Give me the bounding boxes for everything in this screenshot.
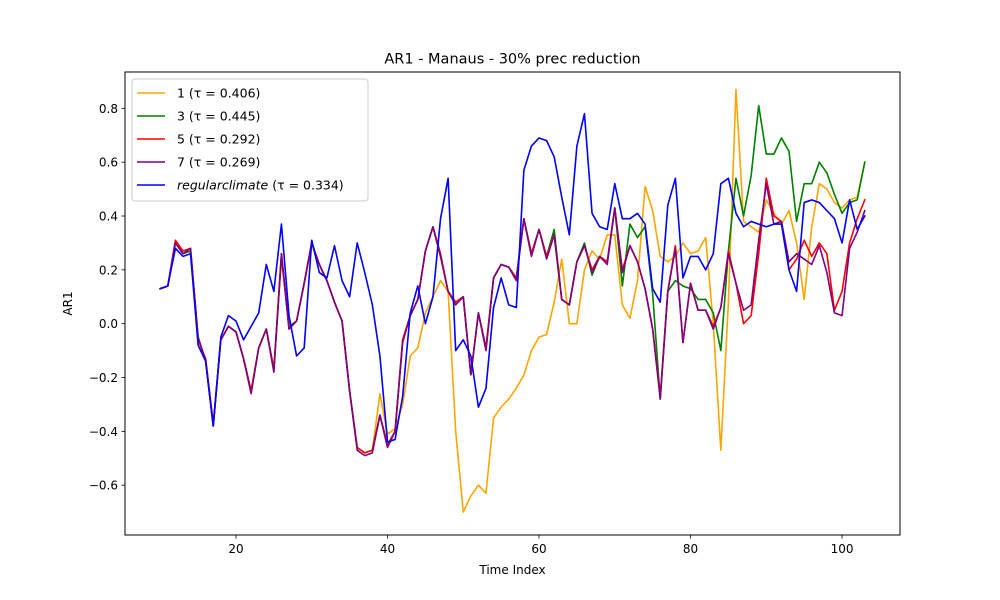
legend-series-name: 5 (177, 132, 185, 147)
x-tick-label: 80 (683, 542, 698, 556)
legend-tau-value: (τ = 0.292) (185, 132, 260, 147)
y-tick-label: 0.2 (99, 263, 118, 277)
legend-tau-value: (τ = 0.334) (268, 178, 343, 193)
legend-entries: 1 (τ = 0.406)3 (τ = 0.445)5 (τ = 0.292)7… (137, 86, 344, 193)
legend-tau-value: (τ = 0.406) (185, 86, 260, 101)
x-tick-label: 40 (380, 542, 395, 556)
x-axis: 20 40 60 80 100 (228, 535, 853, 556)
legend-label-regularclimate: regularclimate (τ = 0.334) (177, 178, 344, 193)
y-tick-label: 0.8 (99, 102, 118, 116)
plot-frame (124, 71, 901, 536)
series-layer (159, 88, 866, 513)
legend-series-name: regularclimate (177, 178, 269, 193)
y-tick-label: 0.6 (99, 156, 118, 170)
legend-tau-value: (τ = 0.445) (185, 109, 260, 124)
legend-tau-value: (τ = 0.269) (185, 155, 260, 170)
x-axis-title: Time Index (478, 563, 545, 577)
y-tick-label: 0.0 (99, 317, 118, 331)
x-tick-label: 60 (531, 542, 546, 556)
legend-label-3: 3 (τ = 0.445) (177, 109, 260, 124)
legend-series-name: 1 (177, 86, 185, 101)
x-tick-label: 100 (831, 542, 854, 556)
series-line-7 (159, 182, 866, 457)
legend-series-name: 3 (177, 109, 185, 124)
y-tick-label: 0.4 (99, 210, 118, 224)
y-tick-label: −0.4 (89, 425, 118, 439)
legend-label-1: 1 (τ = 0.406) (177, 86, 260, 101)
series-line-regularclimate (159, 112, 866, 443)
legend: 1 (τ = 0.406)3 (τ = 0.445)5 (τ = 0.292)7… (131, 78, 369, 202)
y-tick-label: −0.6 (89, 479, 118, 493)
y-tick-label: −0.2 (89, 371, 118, 385)
legend-label-7: 7 (τ = 0.269) (177, 155, 260, 170)
y-axis-title: AR1 (61, 291, 75, 315)
chart-title: AR1 - Manaus - 30% prec reduction (384, 52, 640, 68)
legend-box (131, 78, 369, 202)
y-axis: −0.6 −0.4 −0.2 0.0 0.2 0.4 0.6 0.8 (89, 102, 125, 493)
legend-series-name: 7 (177, 155, 185, 170)
x-tick-label: 20 (228, 542, 243, 556)
legend-label-5: 5 (τ = 0.292) (177, 132, 260, 147)
